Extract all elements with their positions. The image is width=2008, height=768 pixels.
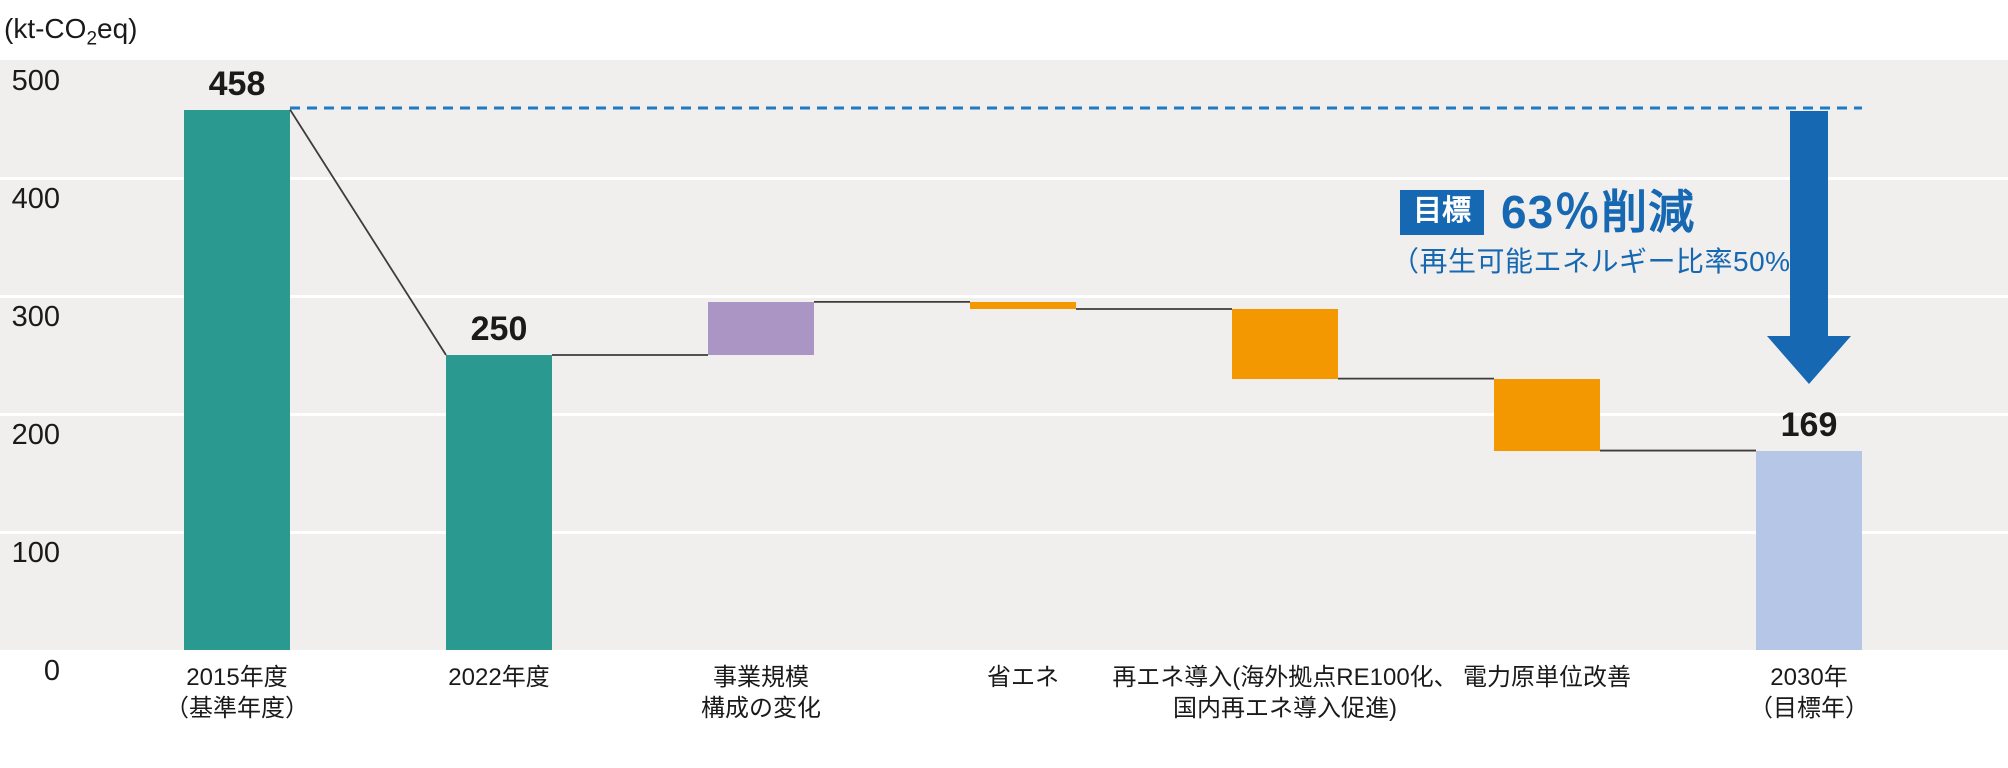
y-tick-200: 200 <box>11 419 60 451</box>
x-label-line: 省エネ <box>987 664 1059 691</box>
x-label-renewable-energy-introduction: 再エネ導入(海外拠点RE100化、 国内再エネ導入促進) <box>1055 662 1515 724</box>
bar-business-scale-change <box>708 301 814 355</box>
plot-area: 500 400 300 200 100 0 458 250 169 <box>0 60 2008 687</box>
bar-fy2030-target <box>1756 450 1862 650</box>
y-tick-0: 0 <box>43 655 60 687</box>
y-tick-500: 500 <box>11 65 60 97</box>
unit-prefix: (kt-CO <box>4 13 87 44</box>
value-label-fy2022: 250 <box>470 310 528 348</box>
y-tick-400: 400 <box>11 183 60 215</box>
x-label-line: 電力原単位改善 <box>1463 664 1631 691</box>
x-label-line: 2015年度 <box>186 664 288 691</box>
y-tick-300: 300 <box>11 301 60 333</box>
bar-energy-saving <box>970 301 1076 309</box>
x-label-line: 2022年度 <box>448 664 550 691</box>
gridline-400 <box>0 176 2008 180</box>
target-badge: 目標 <box>1400 189 1485 235</box>
x-label-power-intensity-improvement: 電力原単位改善 <box>1317 662 1777 693</box>
x-label-line: （基準年度） <box>165 695 309 722</box>
x-label-line: 事業規模 <box>713 664 809 691</box>
x-label-fy2030-target: 2030年 （目標年） <box>1579 662 2008 724</box>
x-label-energy-saving: 省エネ <box>793 662 1253 693</box>
unit-subscript: 2 <box>86 28 98 50</box>
x-label-line: 構成の変化 <box>701 695 821 722</box>
gridline-200 <box>0 412 2008 416</box>
gridline-100 <box>0 530 2008 534</box>
bar-renewable-energy-introduction <box>1232 308 1338 379</box>
bar-fy2015-base <box>184 109 290 650</box>
gridline-300 <box>0 294 2008 298</box>
y-tick-100: 100 <box>11 537 60 569</box>
target-headline: 63％削減 <box>1501 186 1696 238</box>
x-label-line: 再エネ導入(海外拠点RE100化、 <box>1112 664 1458 691</box>
value-label-fy2030-target: 169 <box>1780 405 1838 444</box>
target-subline: （再生可能エネルギー比率50%） <box>1391 246 1820 277</box>
bar-power-intensity-improvement <box>1494 378 1600 451</box>
x-label-line: 2030年 <box>1770 664 1848 691</box>
x-label-business-scale-change: 事業規模 構成の変化 <box>531 662 991 724</box>
x-label-fy2022: 2022年度 <box>269 662 729 693</box>
value-label-fy2015-base: 458 <box>208 64 266 103</box>
y-axis-unit-label: (kt-CO2eq) <box>4 12 137 57</box>
x-label-line: 国内再エネ導入促進) <box>1173 695 1397 722</box>
x-label-line: （目標年） <box>1749 695 1869 722</box>
x-label-fy2015-base: 2015年度 （基準年度） <box>7 662 467 724</box>
target-annotation: 目標 63％削減 <box>1400 188 1695 236</box>
bar-fy2022 <box>446 355 552 650</box>
unit-suffix: eq) <box>97 13 138 44</box>
